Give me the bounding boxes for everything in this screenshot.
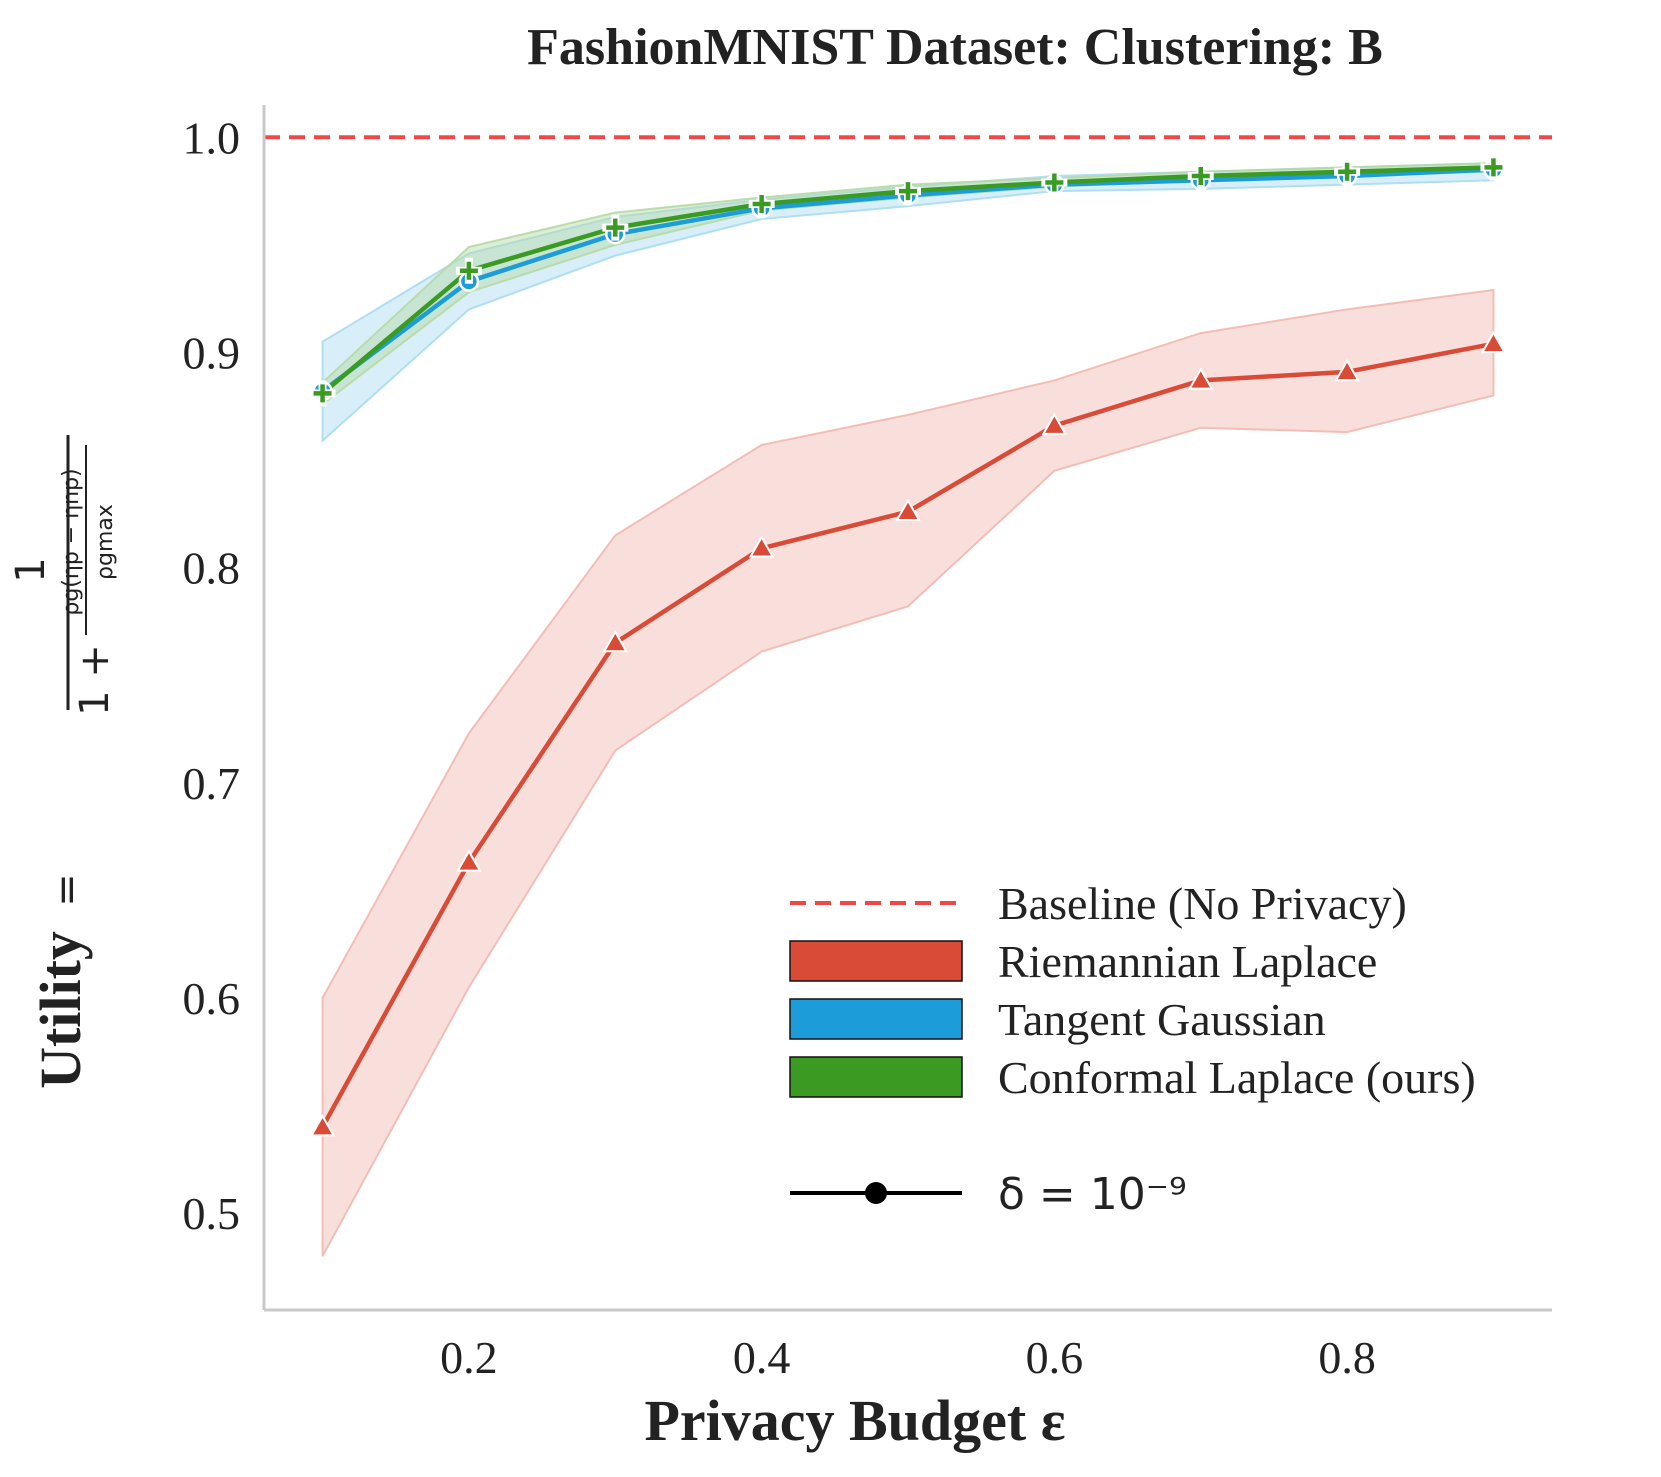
ticks: 0.2 0.4 0.6 0.8 0.5 0.6 0.7 0.8 0.9 1.0 bbox=[183, 112, 1376, 1383]
riemannian-laplace-point bbox=[1041, 412, 1068, 435]
conformal-laplace-ours-point bbox=[1334, 158, 1361, 185]
series-markers bbox=[309, 154, 1507, 1137]
y-axis-label-numerator: 1 bbox=[8, 557, 54, 582]
conformal-laplace-ours-point bbox=[1187, 163, 1214, 190]
riemannian-laplace-point bbox=[748, 535, 775, 558]
legend-tangent-gaussian-label: Tangent Gaussian bbox=[998, 994, 1326, 1045]
riemannian-laplace-point bbox=[309, 1114, 336, 1137]
riemannian-laplace-point bbox=[1480, 330, 1507, 354]
y-tick-label: 0.5 bbox=[183, 1188, 241, 1239]
riemannian-laplace-point bbox=[1334, 358, 1360, 382]
legend-riemannian-laplace-label: Riemannian Laplace bbox=[998, 936, 1377, 987]
x-tick-label: 0.4 bbox=[733, 1332, 791, 1383]
legend-delta-marker bbox=[865, 1182, 887, 1204]
conformal-laplace-ours-point-cross bbox=[606, 218, 625, 237]
y-tick-label: 0.8 bbox=[183, 543, 241, 594]
x-tick-label: 0.6 bbox=[1026, 1332, 1084, 1383]
y-tick-label: 0.6 bbox=[183, 973, 241, 1024]
axes bbox=[262, 105, 1552, 1312]
riemannian-laplace-point bbox=[602, 629, 628, 653]
y-axis-label-inner-denominator: ρgmax bbox=[93, 504, 118, 580]
conformal-laplace-ours-point bbox=[748, 190, 775, 217]
chart-title: FashionMNIST Dataset: Clustering: B bbox=[527, 19, 1383, 76]
conformal-laplace-ours-point-cross bbox=[1191, 167, 1210, 186]
legend-tangent-gaussian-swatch bbox=[789, 998, 963, 1040]
riemannian-laplace-band bbox=[321, 288, 1495, 1257]
conformal-laplace-ours-point-cross bbox=[313, 384, 332, 403]
y-axis-label-denominator-lead: 1 + bbox=[72, 644, 118, 716]
riemannian-laplace-point bbox=[895, 498, 921, 521]
y-tick-label: 0.9 bbox=[183, 327, 241, 378]
conformal-laplace-ours-point-cross bbox=[899, 182, 917, 201]
conformal-laplace-ours-point-cross bbox=[1338, 162, 1357, 181]
x-tick-label: 0.8 bbox=[1318, 1332, 1376, 1383]
legend-conformal-laplace-ours-label: Conformal Laplace (ours) bbox=[998, 1052, 1476, 1103]
conformal-laplace-ours-point bbox=[309, 380, 336, 407]
conformal-laplace-ours-point-cross bbox=[459, 261, 478, 280]
legend-baseline-label: Baseline (No Privacy) bbox=[998, 878, 1407, 929]
riemannian-laplace-point bbox=[1188, 367, 1214, 390]
riemannian-laplace-point bbox=[456, 849, 482, 872]
legend: Baseline (No Privacy) Riemannian Laplace T… bbox=[789, 878, 1476, 1220]
legend-delta-label: δ = 10⁻⁹ bbox=[998, 1169, 1187, 1220]
conformal-laplace-ours-point bbox=[602, 214, 629, 241]
legend-conformal-laplace-ours-swatch bbox=[789, 1056, 963, 1098]
conformal-laplace-ours-point bbox=[455, 257, 482, 284]
y-axis-label: Utility = 1 1 + ρg(ηp − ηnp) ρgmax bbox=[8, 435, 118, 1089]
y-axis-label-main: Utility bbox=[28, 931, 93, 1089]
y-axis-label-equals: = bbox=[44, 873, 90, 907]
conformal-laplace-ours-point-cross bbox=[752, 194, 771, 213]
conformal-laplace-ours-point-cross bbox=[1484, 158, 1503, 177]
x-axis-label: Privacy Budget ε bbox=[644, 1388, 1065, 1453]
conformal-laplace-ours-point bbox=[1041, 169, 1068, 196]
conformal-laplace-ours-point bbox=[1480, 154, 1507, 181]
y-tick-label: 0.7 bbox=[183, 758, 241, 809]
x-tick-label: 0.2 bbox=[440, 1332, 498, 1383]
conformal-laplace-ours-point-cross bbox=[1045, 173, 1064, 192]
y-axis-label-inner-numerator: ρg(ηp − ηnp) bbox=[59, 468, 84, 615]
legend-riemannian-laplace-swatch bbox=[789, 940, 963, 982]
y-tick-label: 1.0 bbox=[183, 112, 241, 163]
conformal-laplace-ours-point bbox=[895, 178, 921, 205]
